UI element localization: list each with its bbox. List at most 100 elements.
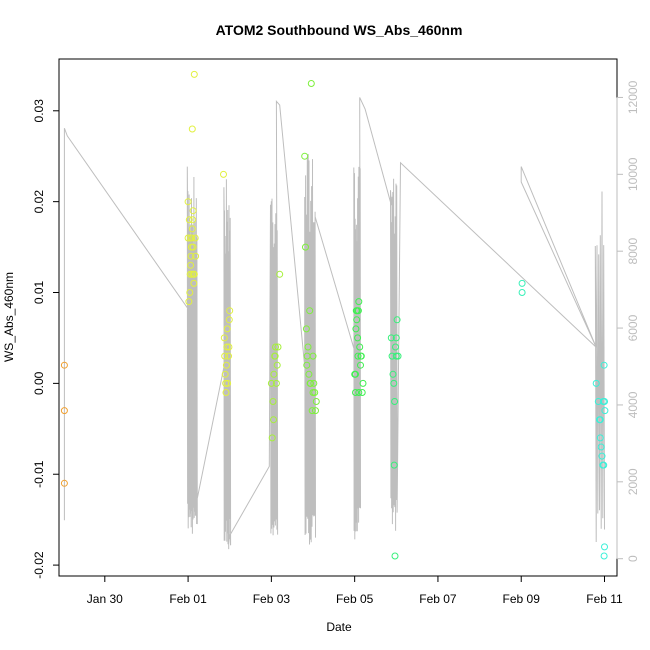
data-point <box>188 270 196 278</box>
data-point <box>224 379 232 387</box>
data-point <box>222 379 230 387</box>
data-point <box>592 379 600 387</box>
data-point <box>187 261 195 269</box>
y-tick-label: 0.02 <box>32 190 46 214</box>
data-point <box>392 343 399 351</box>
data-point <box>220 334 228 342</box>
data-point <box>356 343 364 351</box>
data-point <box>355 298 363 306</box>
x-tick-label: Feb 05 <box>336 592 374 606</box>
points-layer <box>60 70 609 560</box>
data-point <box>601 407 609 415</box>
data-point <box>187 252 195 260</box>
data-point <box>358 389 366 396</box>
x-tick-label: Jan 30 <box>87 592 123 606</box>
data-point <box>268 434 276 442</box>
x-axis-label: Date <box>326 620 352 634</box>
data-point <box>392 334 400 342</box>
data-point <box>271 352 279 360</box>
data-point <box>518 289 526 296</box>
data-point <box>392 352 400 360</box>
data-point <box>312 398 320 405</box>
data-point <box>269 398 277 405</box>
data-point <box>184 234 192 242</box>
data-point <box>226 307 234 315</box>
axes: Jan 30 Feb 01 Feb 03 Feb 05 Feb 07 Feb 09 Feb … <box>32 80 640 606</box>
data-point <box>270 370 278 378</box>
data-point <box>225 316 233 324</box>
x-tick-label: Feb 03 <box>253 592 291 606</box>
data-point <box>307 80 315 87</box>
data-point <box>391 552 399 560</box>
data-point <box>387 334 395 342</box>
data-point <box>184 198 192 206</box>
data-point <box>190 270 198 278</box>
x-tick-label: Feb 07 <box>419 592 457 606</box>
data-point <box>354 334 362 342</box>
data-point <box>270 416 277 424</box>
data-point <box>310 379 318 387</box>
data-point <box>390 379 398 387</box>
data-point <box>223 325 231 333</box>
data-point <box>309 389 317 396</box>
data-point <box>189 207 197 215</box>
data-point <box>391 398 399 405</box>
data-point <box>353 316 361 324</box>
data-point <box>312 407 319 415</box>
y2-tick-label: 8000 <box>626 238 640 265</box>
data-point <box>301 152 309 160</box>
y-axis-label: WS_Abs_460nm <box>2 272 16 362</box>
chart-title: ATOM2 Southbound WS_Abs_460nm <box>216 22 463 38</box>
y2-tick-label: 10000 <box>626 157 640 191</box>
data-point <box>601 543 608 551</box>
data-point <box>189 243 197 251</box>
data-point <box>304 343 312 351</box>
data-point <box>188 225 196 233</box>
data-point <box>354 352 362 360</box>
data-point <box>598 452 606 460</box>
data-point <box>221 352 229 360</box>
data-point <box>305 370 313 378</box>
data-point <box>60 361 68 369</box>
data-point <box>309 352 317 360</box>
data-point <box>188 125 196 133</box>
data-point <box>223 343 231 351</box>
data-point <box>355 389 363 396</box>
data-point <box>302 325 310 333</box>
data-point <box>357 361 364 369</box>
y2-tick-label: 0 <box>626 555 640 562</box>
secondary-series-line <box>63 97 605 550</box>
data-point <box>274 343 282 351</box>
data-point <box>187 234 195 242</box>
data-point <box>222 361 230 369</box>
data-point <box>185 298 193 306</box>
y2-tick-label: 2000 <box>626 468 640 495</box>
data-point <box>272 379 280 387</box>
y-tick-label: 0.03 <box>32 99 46 123</box>
data-point <box>599 398 607 405</box>
data-point <box>185 216 193 224</box>
data-point <box>192 252 200 260</box>
data-point <box>222 389 230 396</box>
data-point <box>596 434 604 442</box>
y2-tick-label: 4000 <box>626 391 640 418</box>
data-point <box>600 552 608 560</box>
y2-tick-label: 6000 <box>626 314 640 341</box>
data-point <box>191 234 199 242</box>
data-point <box>393 316 401 324</box>
data-point <box>597 443 605 451</box>
data-point <box>600 361 608 369</box>
data-point <box>596 416 604 424</box>
data-point <box>190 70 198 78</box>
data-point <box>220 170 227 178</box>
data-point <box>225 343 233 351</box>
data-point <box>190 279 198 287</box>
data-point <box>221 370 229 378</box>
data-point <box>308 407 316 415</box>
data-point <box>352 389 359 396</box>
data-point <box>518 279 526 287</box>
data-point <box>389 370 397 378</box>
y-tick-label: 0.00 <box>32 371 46 395</box>
data-point <box>306 379 314 387</box>
